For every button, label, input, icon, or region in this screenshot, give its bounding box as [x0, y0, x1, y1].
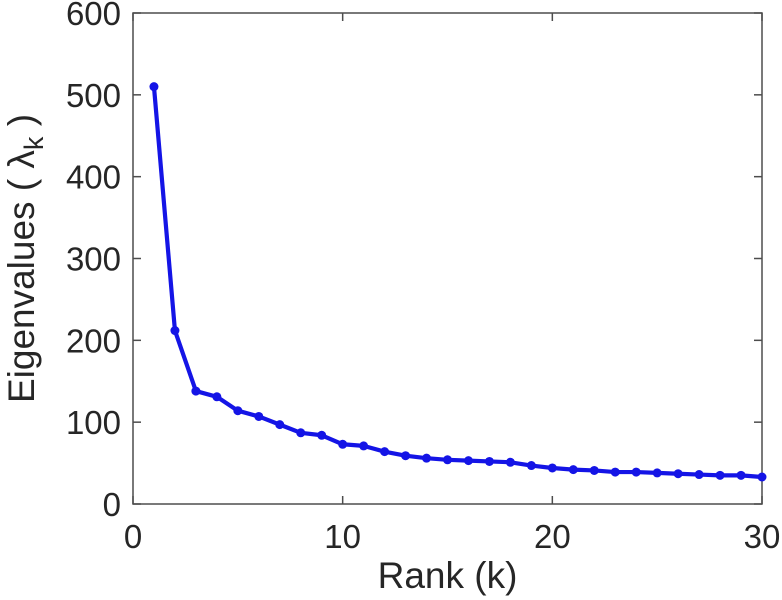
data-point — [694, 470, 704, 480]
data-point — [757, 472, 767, 482]
data-point — [505, 457, 515, 467]
x-tick-label: 30 — [744, 518, 781, 555]
data-point — [254, 411, 264, 421]
data-point — [736, 470, 746, 480]
data-point — [170, 326, 180, 336]
data-point — [233, 406, 243, 416]
plot-box — [132, 12, 763, 505]
data-point — [359, 441, 369, 451]
data-point — [380, 447, 390, 457]
y-tick-label: 400 — [66, 159, 121, 196]
x-tick-label: 20 — [534, 518, 571, 555]
data-point — [275, 420, 285, 430]
y-tick-label: 300 — [66, 241, 121, 278]
data-point — [547, 463, 557, 473]
x-tick-label: 0 — [124, 518, 142, 555]
data-point — [463, 456, 473, 466]
data-point — [443, 455, 452, 465]
data-point — [484, 456, 494, 466]
x-tick-label: 10 — [324, 518, 361, 555]
y-tick-label: 600 — [66, 0, 121, 32]
data-point — [401, 451, 411, 461]
data-point — [422, 453, 432, 463]
data-point — [652, 468, 662, 478]
data-point — [526, 461, 536, 471]
y-tick-label: 500 — [66, 77, 121, 114]
data-point — [715, 470, 725, 480]
data-point — [296, 428, 306, 438]
x-axis-label: Rank (k) — [378, 555, 518, 596]
y-tick-label: 200 — [66, 322, 121, 359]
data-point — [338, 439, 348, 449]
data-point — [673, 469, 683, 479]
data-point — [631, 467, 641, 477]
eigenvalue-line — [151, 84, 765, 480]
data-point — [568, 465, 578, 475]
y-tick-label: 100 — [66, 404, 121, 441]
data-point — [589, 465, 599, 475]
y-axis-label: Eigenvalues ( λk ) — [1, 114, 49, 403]
data-point — [149, 82, 159, 92]
data-point — [212, 392, 222, 402]
data-point — [610, 467, 620, 477]
data-point — [191, 386, 201, 396]
y-tick-label: 0 — [103, 486, 121, 523]
data-point — [317, 430, 327, 440]
